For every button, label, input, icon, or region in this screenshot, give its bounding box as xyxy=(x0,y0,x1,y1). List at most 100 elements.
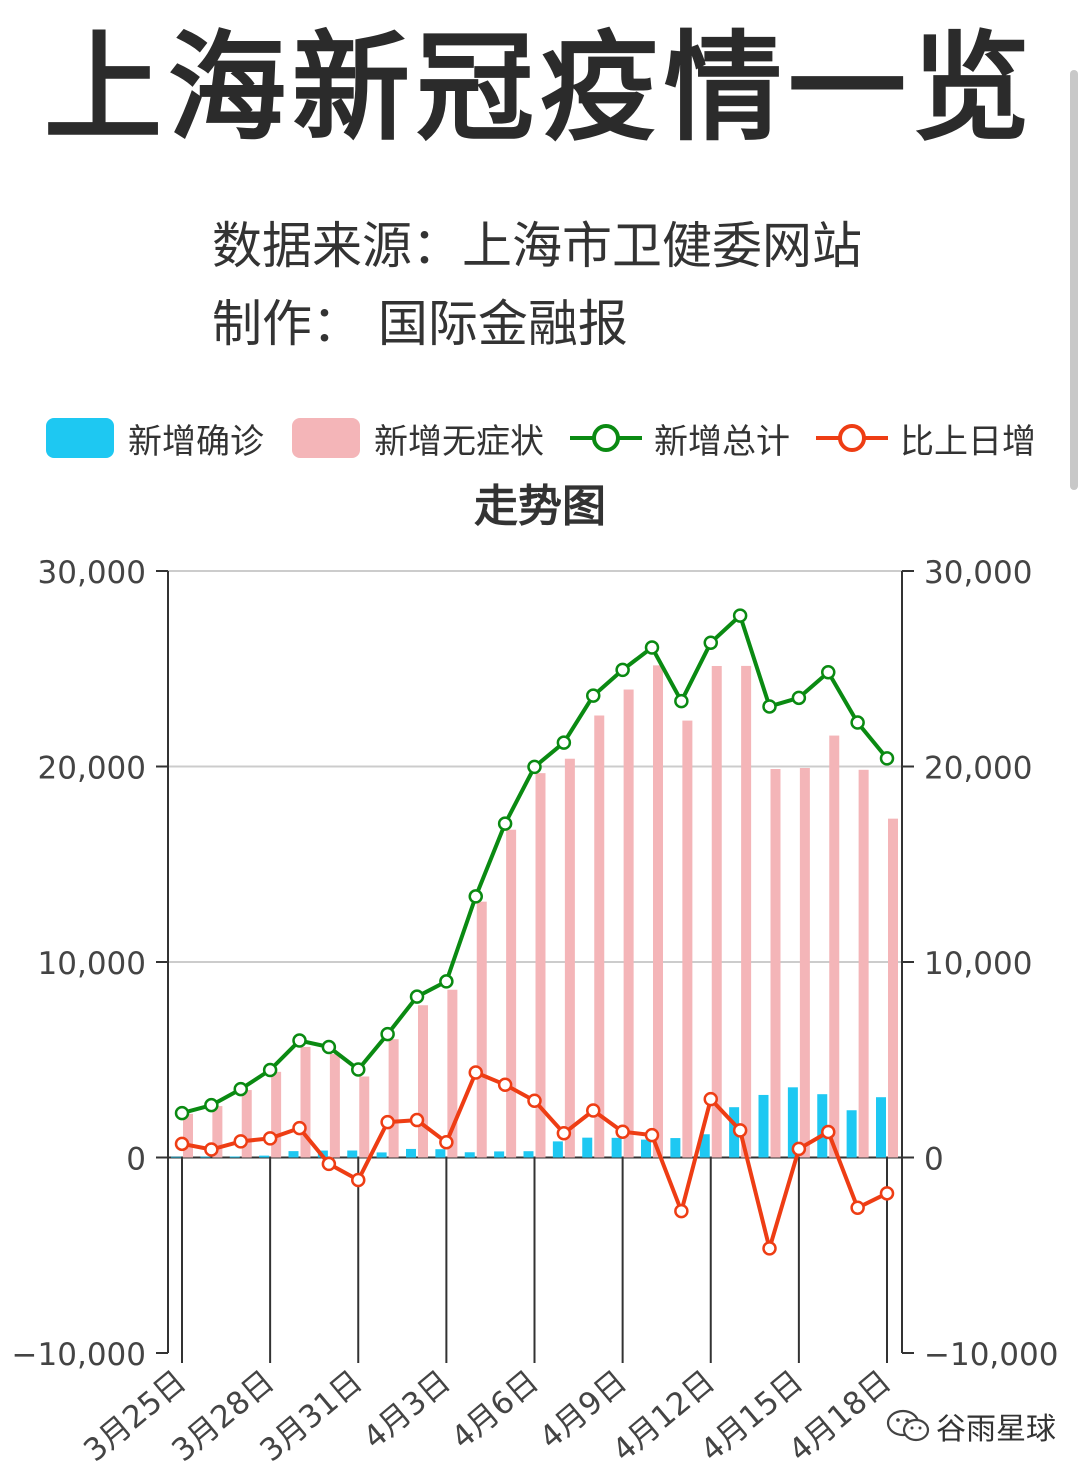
bar-asymptomatic xyxy=(212,1106,223,1158)
bar-confirmed xyxy=(582,1137,593,1158)
point-change xyxy=(674,1203,689,1219)
bar-confirmed xyxy=(406,1148,416,1158)
bar-asymptomatic xyxy=(564,758,575,1158)
bar-asymptomatic xyxy=(476,901,487,1158)
legend-swatch-confirmed xyxy=(46,418,114,458)
bar-confirmed xyxy=(552,1141,563,1158)
bar-confirmed xyxy=(758,1094,769,1158)
bar-asymptomatic xyxy=(300,1046,311,1158)
legend-swatch-asymptomatic xyxy=(292,418,360,458)
legend-item-change[interactable]: 比上日增 xyxy=(816,410,1036,466)
point-total xyxy=(292,1033,307,1048)
bar-asymptomatic xyxy=(888,818,898,1158)
point-change xyxy=(409,1112,425,1128)
x-tick-label: 4月6日 xyxy=(445,1364,546,1457)
bar-confirmed xyxy=(641,1139,651,1158)
legend-item-total[interactable]: 新增总计 xyxy=(570,410,790,466)
point-total xyxy=(762,699,777,714)
bar-asymptomatic xyxy=(858,769,869,1158)
legend-item-asymptomatic[interactable]: 新增无症状 xyxy=(292,410,544,466)
point-change xyxy=(791,1141,807,1157)
point-total xyxy=(791,690,807,706)
point-change xyxy=(233,1134,248,1149)
x-tick-label: 4月3日 xyxy=(357,1364,458,1457)
point-change xyxy=(174,1136,190,1152)
bar-asymptomatic xyxy=(183,1113,193,1158)
point-change xyxy=(439,1135,454,1150)
point-total xyxy=(204,1097,219,1113)
bar-confirmed xyxy=(171,1156,181,1158)
y-left-tick-label: −10,000 xyxy=(12,1337,146,1373)
bar-confirmed xyxy=(288,1151,299,1158)
bar-confirmed xyxy=(699,1134,710,1158)
watermark-text: 谷雨星球 xyxy=(936,1412,1056,1447)
point-total xyxy=(439,974,454,989)
point-change xyxy=(497,1077,513,1092)
point-total xyxy=(556,735,572,750)
point-total xyxy=(262,1062,278,1078)
page-title: 上海新冠疫情一览 xyxy=(43,19,1036,157)
bar-asymptomatic xyxy=(770,769,781,1158)
bar-asymptomatic xyxy=(829,735,840,1158)
y-right-tick-label: 30,000 xyxy=(924,555,1032,591)
bar-asymptomatic xyxy=(271,1071,282,1158)
y-left-tick-label: 20,000 xyxy=(38,751,146,787)
point-total xyxy=(879,751,895,766)
point-total xyxy=(615,662,630,678)
point-total xyxy=(850,715,865,730)
bar-confirmed xyxy=(376,1152,387,1158)
point-change xyxy=(556,1126,572,1141)
y-right-tick-label: 0 xyxy=(924,1142,944,1178)
bar-confirmed xyxy=(464,1152,475,1158)
legend-swatch-change xyxy=(816,424,888,452)
legend-item-confirmed[interactable]: 新增确诊 xyxy=(46,410,264,466)
legend-label-change: 比上日增 xyxy=(900,421,1036,462)
point-change xyxy=(821,1124,836,1140)
point-change xyxy=(351,1172,366,1188)
point-change xyxy=(321,1156,337,1172)
bar-asymptomatic xyxy=(653,665,663,1158)
point-total xyxy=(586,688,601,703)
point-change xyxy=(468,1065,483,1080)
point-change xyxy=(762,1241,777,1256)
bar-confirmed xyxy=(611,1137,622,1158)
legend-label-asymptomatic: 新增无症状 xyxy=(374,421,544,462)
bar-confirmed xyxy=(259,1155,270,1158)
legend-label-total: 新增总计 xyxy=(654,421,790,462)
bar-confirmed xyxy=(523,1151,534,1158)
bar-asymptomatic xyxy=(506,829,517,1158)
point-total xyxy=(497,816,513,831)
point-change xyxy=(615,1124,630,1139)
point-change xyxy=(262,1131,278,1146)
point-total xyxy=(409,989,425,1004)
legend-label-confirmed: 新增确诊 xyxy=(128,421,264,462)
bar-confirmed xyxy=(846,1110,857,1158)
point-total xyxy=(821,665,836,680)
bar-confirmed xyxy=(787,1087,798,1158)
point-change xyxy=(204,1142,219,1157)
scrollbar[interactable] xyxy=(1070,70,1078,490)
bar-asymptomatic xyxy=(682,720,693,1158)
point-total xyxy=(644,640,660,655)
point-total xyxy=(674,693,689,709)
bar-asymptomatic xyxy=(388,1039,399,1158)
bar-asymptomatic xyxy=(741,665,752,1158)
point-change xyxy=(292,1120,307,1136)
point-change xyxy=(527,1093,542,1108)
point-total xyxy=(233,1081,248,1097)
bar-asymptomatic xyxy=(447,989,458,1158)
bar-confirmed xyxy=(229,1156,240,1158)
y-left-tick-label: 30,000 xyxy=(38,555,146,591)
point-change xyxy=(732,1123,748,1138)
y-right-tick-label: 10,000 xyxy=(924,946,1032,982)
bar-asymptomatic xyxy=(535,773,546,1158)
point-total xyxy=(468,889,483,904)
data-source-line: 数据来源：上海市卫健委网站 xyxy=(212,217,862,275)
bar-confirmed xyxy=(347,1150,358,1158)
wechat-icon xyxy=(886,1409,930,1442)
bar-asymptomatic xyxy=(623,689,634,1158)
bar-asymptomatic xyxy=(594,715,605,1158)
point-change xyxy=(644,1127,660,1143)
point-total xyxy=(527,759,542,775)
